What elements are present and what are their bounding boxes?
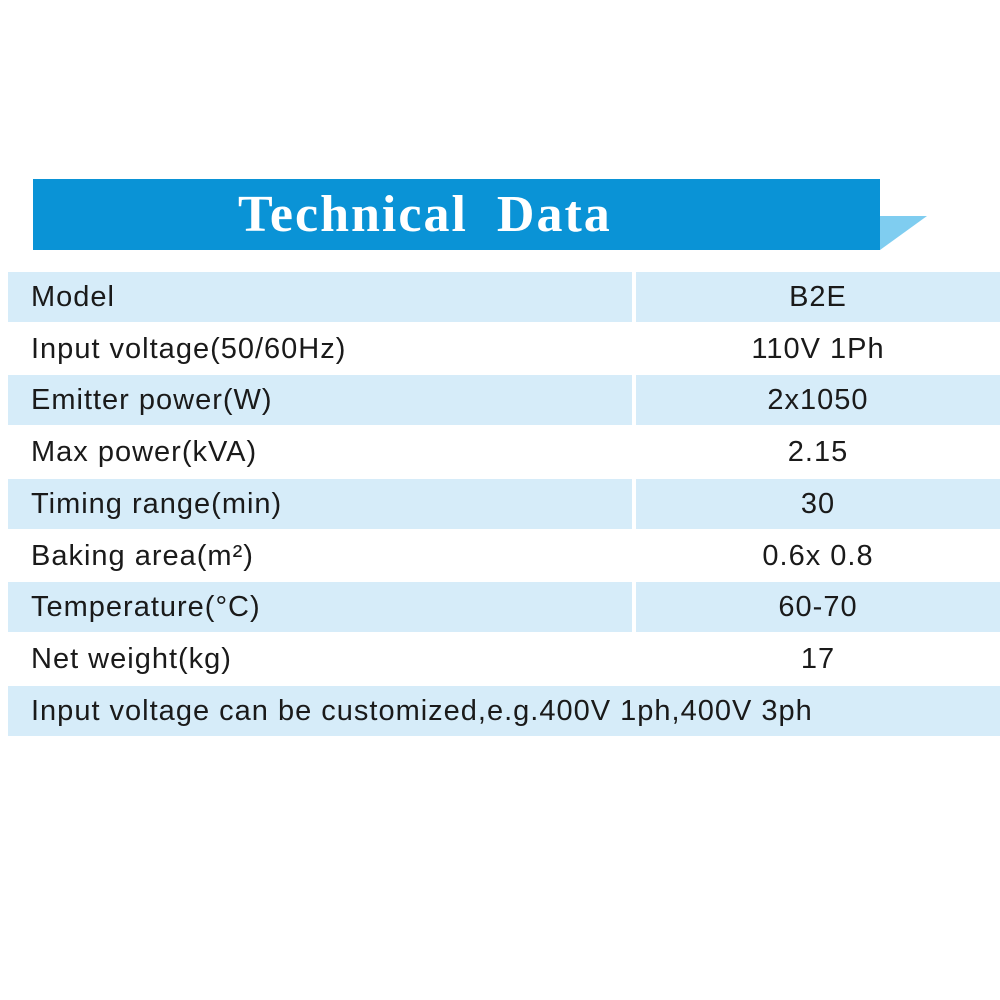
value-cell: 0.6x 0.8 [762,539,874,572]
label-cell: Timing range(min) [8,478,632,529]
table-row: Max power(kVA) 2.15 [8,427,1000,477]
title: Technical Data [238,186,612,243]
banner-tail [880,216,927,250]
value-cell: 110V 1Ph [751,332,885,365]
value-cell: 60-70 [636,582,1000,633]
value-cell: 17 [800,642,836,675]
value-cell: 2.15 [787,436,849,469]
value-cell: B2E [636,272,1000,322]
table-row: Emitter power(W) 2x1050 [8,375,1000,426]
table-row: Input voltage(50/60Hz) 110V 1Ph [8,324,1000,374]
label-cell: Temperature(°C) [8,582,632,633]
label-cell: Input voltage(50/60Hz) [31,332,347,365]
value-cell: 2x1050 [636,375,1000,426]
table-row: Timing range(min) 30 [8,478,1000,529]
label-cell: Emitter power(W) [8,375,632,426]
value-cell: 30 [636,478,1000,529]
label-cell: Baking area(m²) [31,539,254,572]
label-cell: Max power(kVA) [31,436,258,469]
table-row: Model B2E [8,272,1000,322]
table-row: Net weight(kg) 17 [8,634,1000,684]
note: Input voltage can be customized,e.g.400V… [8,686,1000,736]
title-banner: Technical Data [33,179,880,250]
table-row: Baking area(m²) 0.6x 0.8 [8,531,1000,581]
table-row: Temperature(°C) 60-70 [8,582,1000,633]
label-cell: Net weight(kg) [31,642,232,675]
label-cell: Model [8,272,632,322]
